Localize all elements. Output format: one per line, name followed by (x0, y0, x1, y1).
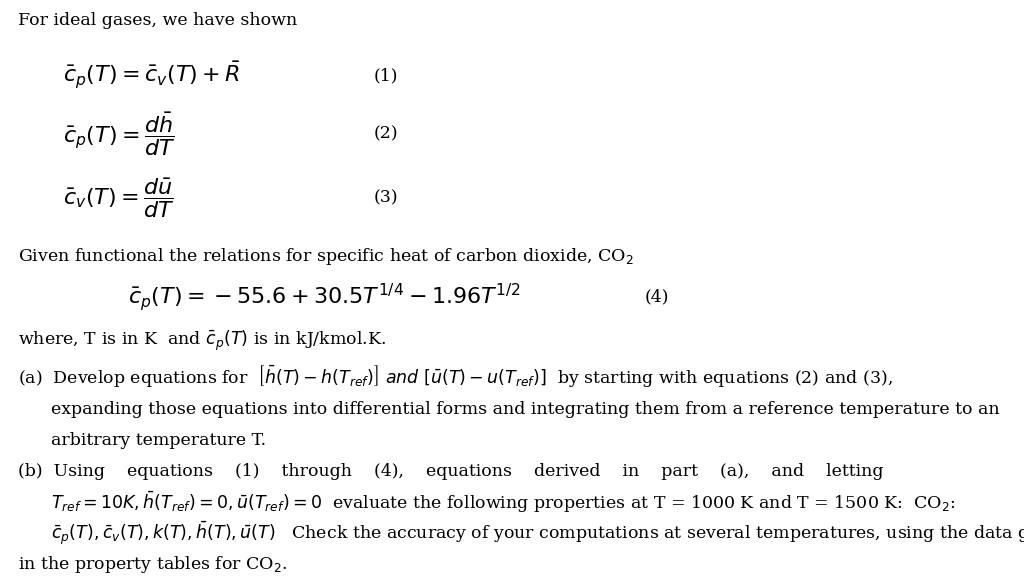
Text: $\bar{c}_v(T)=\dfrac{d\bar{u}}{dT}$: $\bar{c}_v(T)=\dfrac{d\bar{u}}{dT}$ (63, 177, 175, 220)
Text: (b)  Using    equations    (1)    through    (4),    equations    derived    in : (b) Using equations (1) through (4), equ… (18, 462, 884, 480)
Text: (1): (1) (374, 67, 398, 85)
Text: Given functional the relations for specific heat of carbon dioxide, CO$_2$: Given functional the relations for speci… (18, 246, 634, 267)
Text: $\bar{c}_p(T),\bar{c}_v(T),k(T),\bar{h}(T),\bar{u}(T)$   Check the accuracy of y: $\bar{c}_p(T),\bar{c}_v(T),k(T),\bar{h}(… (51, 519, 1024, 547)
Text: in the property tables for CO$_2$.: in the property tables for CO$_2$. (18, 554, 288, 575)
Text: arbitrary temperature T.: arbitrary temperature T. (51, 431, 266, 449)
Text: $T_{ref}=10K, \bar{h}(T_{ref})=0, \bar{u}(T_{ref})=0$  evaluate the following pr: $T_{ref}=10K, \bar{h}(T_{ref})=0, \bar{u… (51, 490, 955, 515)
Text: (4): (4) (645, 289, 670, 306)
Text: $\bar{c}_p(T)=\dfrac{d\bar{h}}{dT}$: $\bar{c}_p(T)=\dfrac{d\bar{h}}{dT}$ (63, 110, 176, 158)
Text: For ideal gases, we have shown: For ideal gases, we have shown (18, 12, 298, 29)
Text: $\bar{c}_p(T)=\bar{c}_v(T)+\bar{R}$: $\bar{c}_p(T)=\bar{c}_v(T)+\bar{R}$ (63, 60, 241, 92)
Text: expanding those equations into differential forms and integrating them from a re: expanding those equations into different… (51, 401, 999, 418)
Text: where, T is in K  and $\bar{c}_p(T)$ is in kJ/kmol.K.: where, T is in K and $\bar{c}_p(T)$ is i… (18, 329, 387, 353)
Text: $\bar{c}_p(T)=-55.6+30.5T^{1/4}-1.96T^{1/2}$: $\bar{c}_p(T)=-55.6+30.5T^{1/4}-1.96T^{1… (128, 282, 520, 313)
Text: (2): (2) (374, 125, 398, 143)
Text: (a)  Develop equations for  $\left[\bar{h}(T)-h(T_{ref})\right]$ $\mathit{and}$ : (a) Develop equations for $\left[\bar{h}… (18, 363, 893, 389)
Text: (3): (3) (374, 189, 398, 207)
